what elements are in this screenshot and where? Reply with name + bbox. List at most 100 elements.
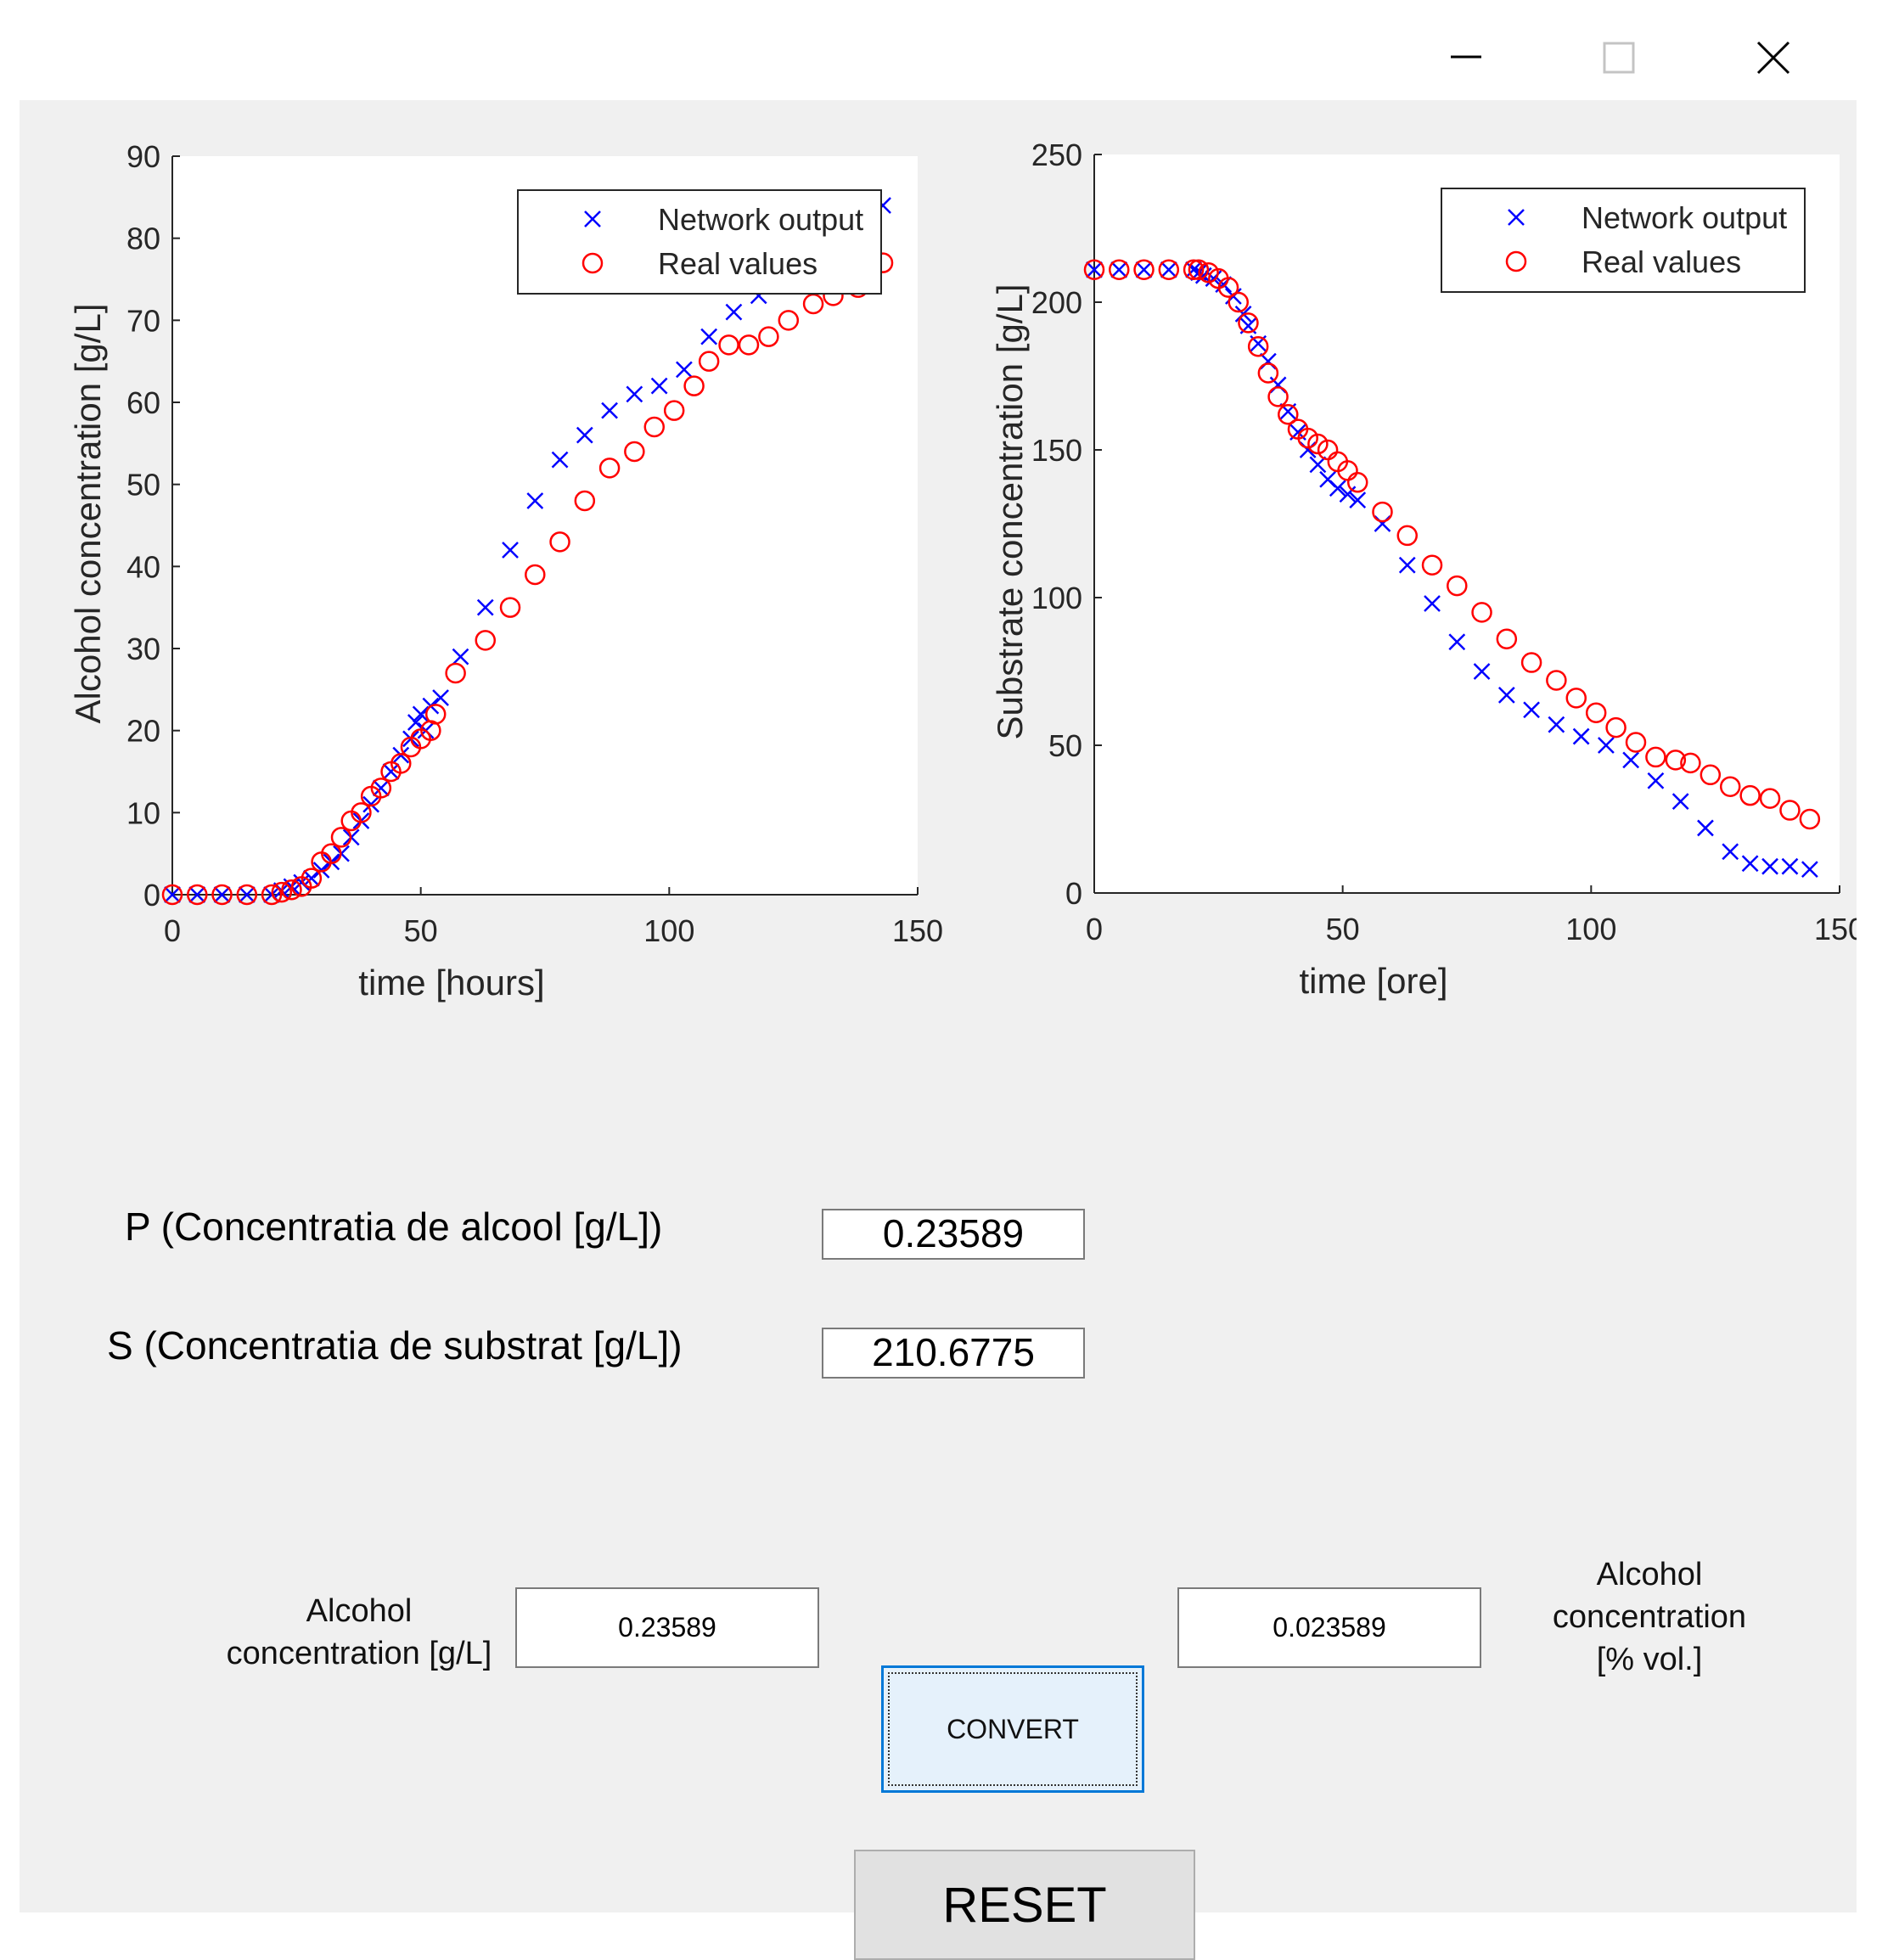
output-caption-line-3: [% vol.] bbox=[1596, 1642, 1703, 1677]
data-point bbox=[213, 886, 231, 903]
data-point bbox=[330, 827, 352, 848]
reset-button[interactable]: RESET bbox=[854, 1850, 1195, 1960]
y-tick-label: 90 bbox=[126, 139, 160, 174]
data-point bbox=[758, 326, 779, 347]
data-point bbox=[1801, 861, 1818, 879]
data-point bbox=[1329, 480, 1346, 497]
data-point bbox=[1471, 602, 1492, 623]
legend-marker-o bbox=[1505, 250, 1527, 272]
minimize-button[interactable] bbox=[1390, 8, 1542, 102]
data-point bbox=[1645, 746, 1666, 768]
data-point bbox=[370, 778, 392, 799]
x-tick-label: 100 bbox=[1565, 912, 1616, 946]
output-caption: Alcohol concentration [% vol.] bbox=[1497, 1553, 1802, 1681]
data-point bbox=[1188, 259, 1210, 280]
data-point bbox=[778, 310, 800, 331]
data-point bbox=[236, 884, 258, 906]
data-point bbox=[1497, 686, 1515, 704]
p-value-field[interactable]: 0.23589 bbox=[822, 1209, 1085, 1260]
data-point bbox=[452, 648, 469, 666]
data-point bbox=[1083, 259, 1105, 280]
data-point bbox=[1198, 261, 1219, 284]
data-point bbox=[1278, 403, 1299, 425]
legend-label: Real values bbox=[658, 246, 817, 281]
minimize-icon bbox=[1451, 55, 1481, 59]
data-point bbox=[698, 351, 720, 372]
plots-area: 0 10 20 30 40 50 60 70 80 90 0 50 100 150 time [hours]… bbox=[68, 138, 1857, 1002]
close-button[interactable] bbox=[1695, 8, 1848, 102]
data-point bbox=[1741, 855, 1759, 873]
y-tick-label: 30 bbox=[126, 632, 160, 666]
data-point bbox=[1605, 716, 1627, 739]
data-point bbox=[382, 763, 400, 780]
data-point bbox=[1109, 259, 1130, 280]
x-tick-label: 0 bbox=[1086, 912, 1103, 946]
data-point bbox=[1110, 261, 1128, 278]
data-point bbox=[1349, 491, 1367, 509]
data-point bbox=[476, 598, 494, 616]
data-point bbox=[725, 303, 743, 321]
data-point bbox=[1339, 486, 1357, 503]
convert-button-label: CONVERT bbox=[947, 1713, 1079, 1744]
data-point bbox=[424, 704, 447, 725]
data-point bbox=[1160, 261, 1177, 278]
x-axis-label: time [ore] bbox=[1299, 961, 1447, 1001]
data-point bbox=[1647, 772, 1665, 789]
s-value-field[interactable]: 210.6775 bbox=[822, 1328, 1085, 1379]
data-point bbox=[1799, 808, 1821, 830]
input-caption-line-2: concentration [g/L] bbox=[226, 1636, 492, 1671]
data-point bbox=[1086, 261, 1103, 278]
legend-label: Network output bbox=[1582, 200, 1787, 235]
legend-box bbox=[517, 189, 882, 295]
y-tick-label: 250 bbox=[1031, 138, 1082, 172]
data-point bbox=[271, 881, 293, 903]
y-tick-label: 150 bbox=[1031, 433, 1082, 468]
data-point bbox=[1448, 633, 1466, 651]
data-point bbox=[187, 884, 208, 906]
title-bar bbox=[0, 0, 1899, 100]
data-point bbox=[1424, 595, 1441, 612]
data-point bbox=[1228, 291, 1249, 313]
data-point bbox=[1183, 259, 1205, 280]
reset-button-label: RESET bbox=[942, 1877, 1107, 1933]
legend: Network output Real values bbox=[517, 189, 882, 295]
data-point bbox=[1421, 554, 1443, 576]
x-tick-label: 100 bbox=[643, 913, 694, 948]
data-point bbox=[502, 542, 519, 559]
data-point bbox=[1496, 628, 1518, 649]
data-point bbox=[1759, 788, 1781, 809]
y-tick-label: 200 bbox=[1031, 285, 1082, 320]
data-point bbox=[362, 795, 380, 813]
x-tick-label: 150 bbox=[892, 913, 943, 948]
chart-1: 0 10 20 30 40 50 60 70 80 90 0 50 100 150 time [hours]… bbox=[68, 139, 943, 1002]
data-point bbox=[372, 779, 390, 797]
data-point bbox=[390, 753, 412, 774]
convert-button[interactable]: CONVERT bbox=[881, 1665, 1144, 1793]
y-tick-label: 50 bbox=[126, 468, 160, 503]
data-point bbox=[738, 334, 760, 356]
data-point bbox=[683, 375, 705, 396]
data-point bbox=[1781, 857, 1799, 875]
data-point bbox=[1779, 800, 1801, 821]
data-point bbox=[1307, 433, 1329, 455]
data-point bbox=[700, 328, 718, 345]
x-tick-label: 0 bbox=[164, 913, 181, 948]
data-point bbox=[1135, 261, 1153, 278]
data-point bbox=[549, 531, 570, 553]
gl-input[interactable]: 0.23589 bbox=[515, 1587, 819, 1668]
y-tick-label: 10 bbox=[126, 795, 160, 830]
data-point bbox=[624, 441, 645, 463]
y-tick-label: 40 bbox=[126, 549, 160, 584]
y-tick-label: 0 bbox=[143, 878, 160, 913]
data-point bbox=[1346, 472, 1368, 493]
series-real-values bbox=[161, 252, 894, 906]
data-point bbox=[261, 884, 283, 906]
data-point bbox=[1372, 501, 1393, 523]
maximize-button[interactable] bbox=[1542, 8, 1695, 102]
y-tick-label: 50 bbox=[1048, 728, 1082, 763]
legend-marker-o bbox=[581, 252, 604, 274]
data-point bbox=[1523, 701, 1540, 719]
data-point bbox=[1761, 857, 1778, 875]
figure-window: 0 10 20 30 40 50 60 70 80 90 0 50 100 150 time [hours]… bbox=[20, 100, 1857, 1960]
vol-output[interactable]: 0.023589 bbox=[1177, 1587, 1481, 1668]
